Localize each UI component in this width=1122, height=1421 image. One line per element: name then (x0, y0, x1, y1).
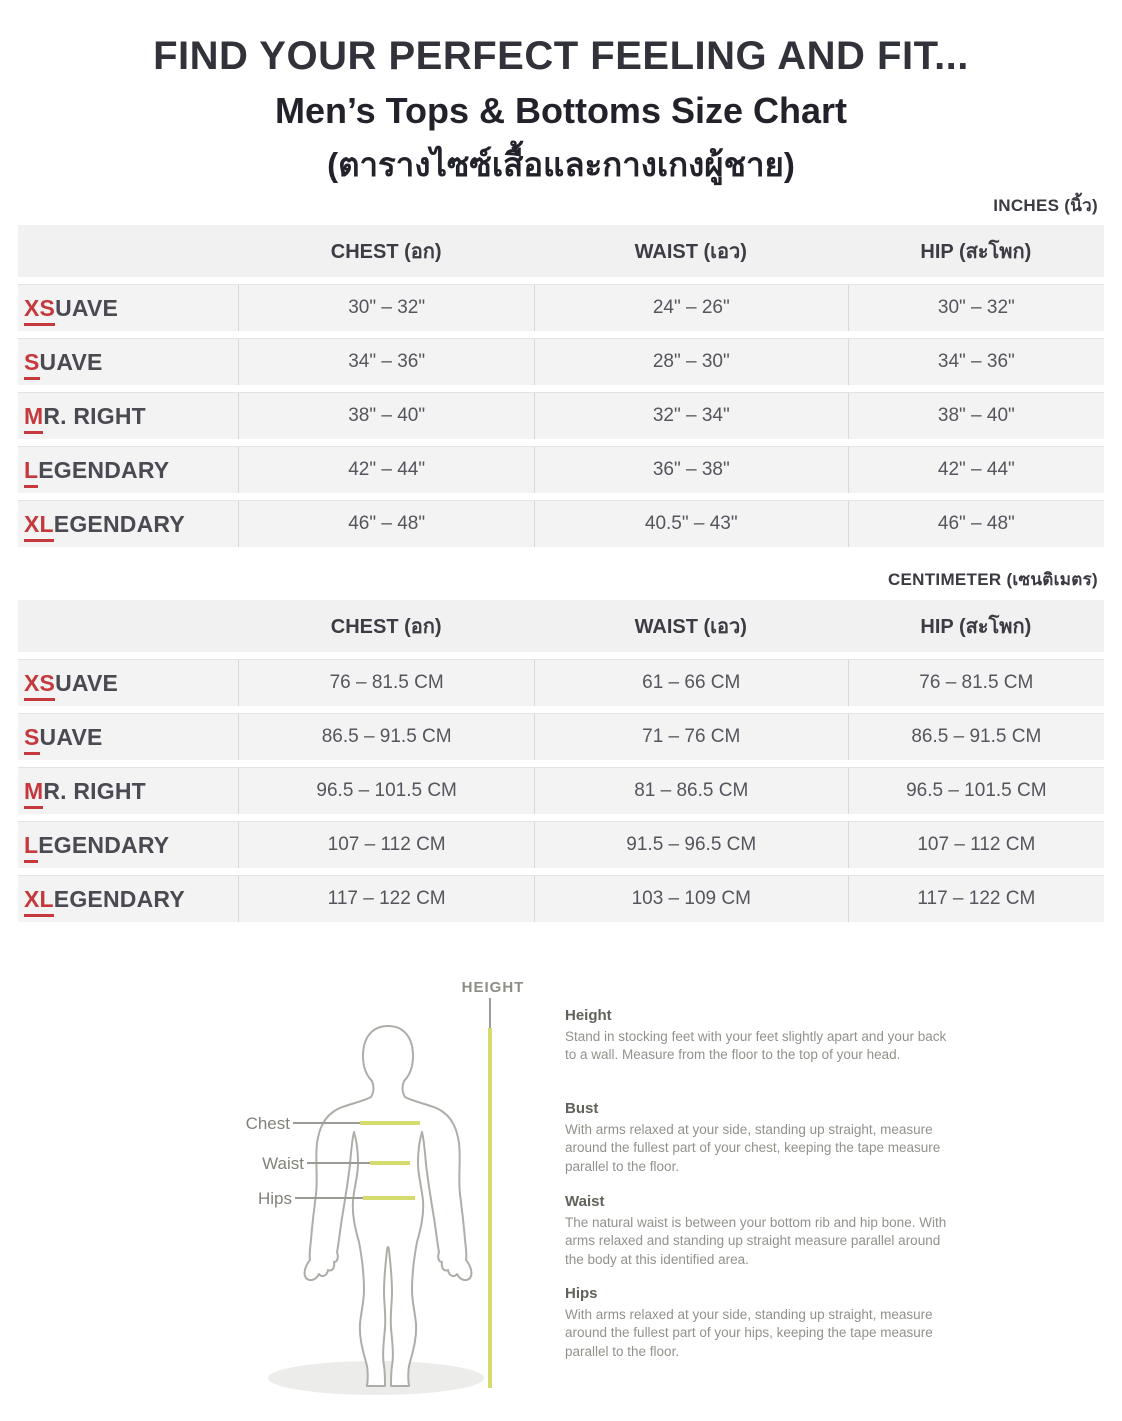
unit-label-inches: INCHES (นิ้ว) (993, 196, 1098, 215)
hip-value: 38" – 40" (847, 393, 1104, 439)
waist-value: 103 – 109 CM (533, 876, 848, 922)
waist-value: 36" – 38" (533, 447, 848, 493)
size-label: XLEGENDARY (24, 885, 185, 917)
table-row: XSUAVE 76 – 81.5 CM 61 – 66 CM 76 – 81.5… (18, 659, 1104, 706)
centimeter-size-table: CHEST (อก) WAIST (เอว) HIP (สะโพก) XSUAV… (18, 600, 1104, 922)
header-size-column (18, 225, 238, 277)
hips-diagram-label: Hips (258, 1189, 292, 1208)
waist-value: 28" – 30" (533, 339, 848, 385)
instruction-text: The natural waist is between your bottom… (565, 1215, 947, 1267)
body-measurement-diagram: HEIGHT Chest Waist Hips (246, 979, 525, 1395)
instruction-waist: Waist The natural waist is between your … (565, 1193, 957, 1269)
hip-value: 76 – 81.5 CM (847, 660, 1104, 706)
instruction-height: Height Stand in stocking feet with your … (565, 1007, 957, 1065)
size-label: LEGENDARY (24, 456, 169, 488)
waist-diagram-label: Waist (262, 1154, 304, 1173)
instruction-heading: Waist (565, 1193, 605, 1210)
chest-value: 117 – 122 CM (238, 876, 533, 922)
chest-value: 42" – 44" (238, 447, 533, 493)
size-label: XSUAVE (24, 669, 118, 701)
chest-value: 86.5 – 91.5 CM (238, 714, 533, 760)
hip-value: 107 – 112 CM (847, 822, 1104, 868)
instruction-heading: Hips (565, 1285, 598, 1302)
instruction-text: With arms relaxed at your side, standing… (565, 1122, 941, 1174)
header-chest: CHEST (อก) (330, 241, 442, 263)
hip-value: 117 – 122 CM (847, 876, 1104, 922)
hip-value: 86.5 – 91.5 CM (847, 714, 1104, 760)
waist-value: 32" – 34" (533, 393, 848, 439)
table-header-row: CHEST (อก) WAIST (เอว) HIP (สะโพก) (18, 600, 1104, 652)
table-row: XSUAVE 30" – 32" 24" – 26" 30" – 32" (18, 284, 1104, 331)
table-row: MR. RIGHT 96.5 – 101.5 CM 81 – 86.5 CM 9… (18, 767, 1104, 814)
page-title: FIND YOUR PERFECT FEELING AND FIT... (153, 34, 969, 78)
instruction-hips: Hips With arms relaxed at your side, sta… (565, 1285, 957, 1361)
hip-value: 34" – 36" (847, 339, 1104, 385)
instruction-bust: Bust With arms relaxed at your side, sta… (565, 1100, 957, 1176)
waist-value: 91.5 – 96.5 CM (533, 822, 848, 868)
table-row: LEGENDARY 42" – 44" 36" – 38" 42" – 44" (18, 446, 1104, 493)
waist-value: 24" – 26" (533, 285, 848, 331)
header-waist: WAIST (เอว) (634, 616, 747, 638)
chest-value: 46" – 48" (238, 501, 533, 547)
header-chest: CHEST (อก) (330, 616, 442, 638)
size-label: SUAVE (24, 723, 103, 755)
instruction-text: With arms relaxed at your side, standing… (565, 1307, 933, 1359)
size-label: LEGENDARY (24, 831, 169, 863)
chest-value: 76 – 81.5 CM (238, 660, 533, 706)
table-row: SUAVE 34" – 36" 28" – 30" 34" – 36" (18, 338, 1104, 385)
page-subtitle: Men’s Tops & Bottoms Size Chart (274, 90, 848, 131)
waist-value: 71 – 76 CM (533, 714, 848, 760)
chest-value: 34" – 36" (238, 339, 533, 385)
unit-label-centimeter: CENTIMETER (เซนติเมตร) (887, 570, 1098, 589)
size-label: MR. RIGHT (24, 777, 146, 809)
body-silhouette-icon (303, 1025, 473, 1387)
header-hip: HIP (สะโพก) (920, 241, 1032, 263)
table-row: MR. RIGHT 38" – 40" 32" – 34" 38" – 40" (18, 392, 1104, 439)
instruction-heading: Bust (565, 1100, 599, 1117)
table-row: LEGENDARY 107 – 112 CM 91.5 – 96.5 CM 10… (18, 821, 1104, 868)
chest-value: 30" – 32" (238, 285, 533, 331)
chest-value: 96.5 – 101.5 CM (238, 768, 533, 814)
size-label: XSUAVE (24, 294, 118, 326)
waist-value: 81 – 86.5 CM (533, 768, 848, 814)
header-hip: HIP (สะโพก) (920, 616, 1032, 638)
chest-value: 107 – 112 CM (238, 822, 533, 868)
hip-value: 96.5 – 101.5 CM (847, 768, 1104, 814)
hip-value: 46" – 48" (847, 501, 1104, 547)
waist-value: 61 – 66 CM (533, 660, 848, 706)
size-label: XLEGENDARY (24, 510, 185, 542)
table-row: XLEGENDARY 46" – 48" 40.5" – 43" 46" – 4… (18, 500, 1104, 547)
instruction-heading: Height (565, 1007, 612, 1024)
table-row: XLEGENDARY 117 – 122 CM 103 – 109 CM 117… (18, 875, 1104, 922)
table-row: SUAVE 86.5 – 91.5 CM 71 – 76 CM 86.5 – 9… (18, 713, 1104, 760)
header-waist: WAIST (เอว) (634, 241, 747, 263)
size-label: SUAVE (24, 348, 103, 380)
hip-value: 30" – 32" (847, 285, 1104, 331)
inches-size-table: CHEST (อก) WAIST (เอว) HIP (สะโพก) XSUAV… (18, 225, 1104, 547)
chest-diagram-label: Chest (246, 1114, 291, 1133)
size-label: MR. RIGHT (24, 402, 146, 434)
waist-value: 40.5" – 43" (533, 501, 848, 547)
height-diagram-label: HEIGHT (462, 979, 525, 996)
header-size-column (18, 600, 238, 652)
chest-value: 38" – 40" (238, 393, 533, 439)
table-header-row: CHEST (อก) WAIST (เอว) HIP (สะโพก) (18, 225, 1104, 277)
page-subtitle-thai: (ตารางไซซ์เสื้อและกางเกงผู้ชาย) (327, 146, 795, 183)
hip-value: 42" – 44" (847, 447, 1104, 493)
measurement-diagram-section: HEIGHT Chest Waist Hips Height Stand in … (0, 955, 1122, 1421)
instruction-text: Stand in stocking feet with your feet sl… (565, 1029, 947, 1063)
